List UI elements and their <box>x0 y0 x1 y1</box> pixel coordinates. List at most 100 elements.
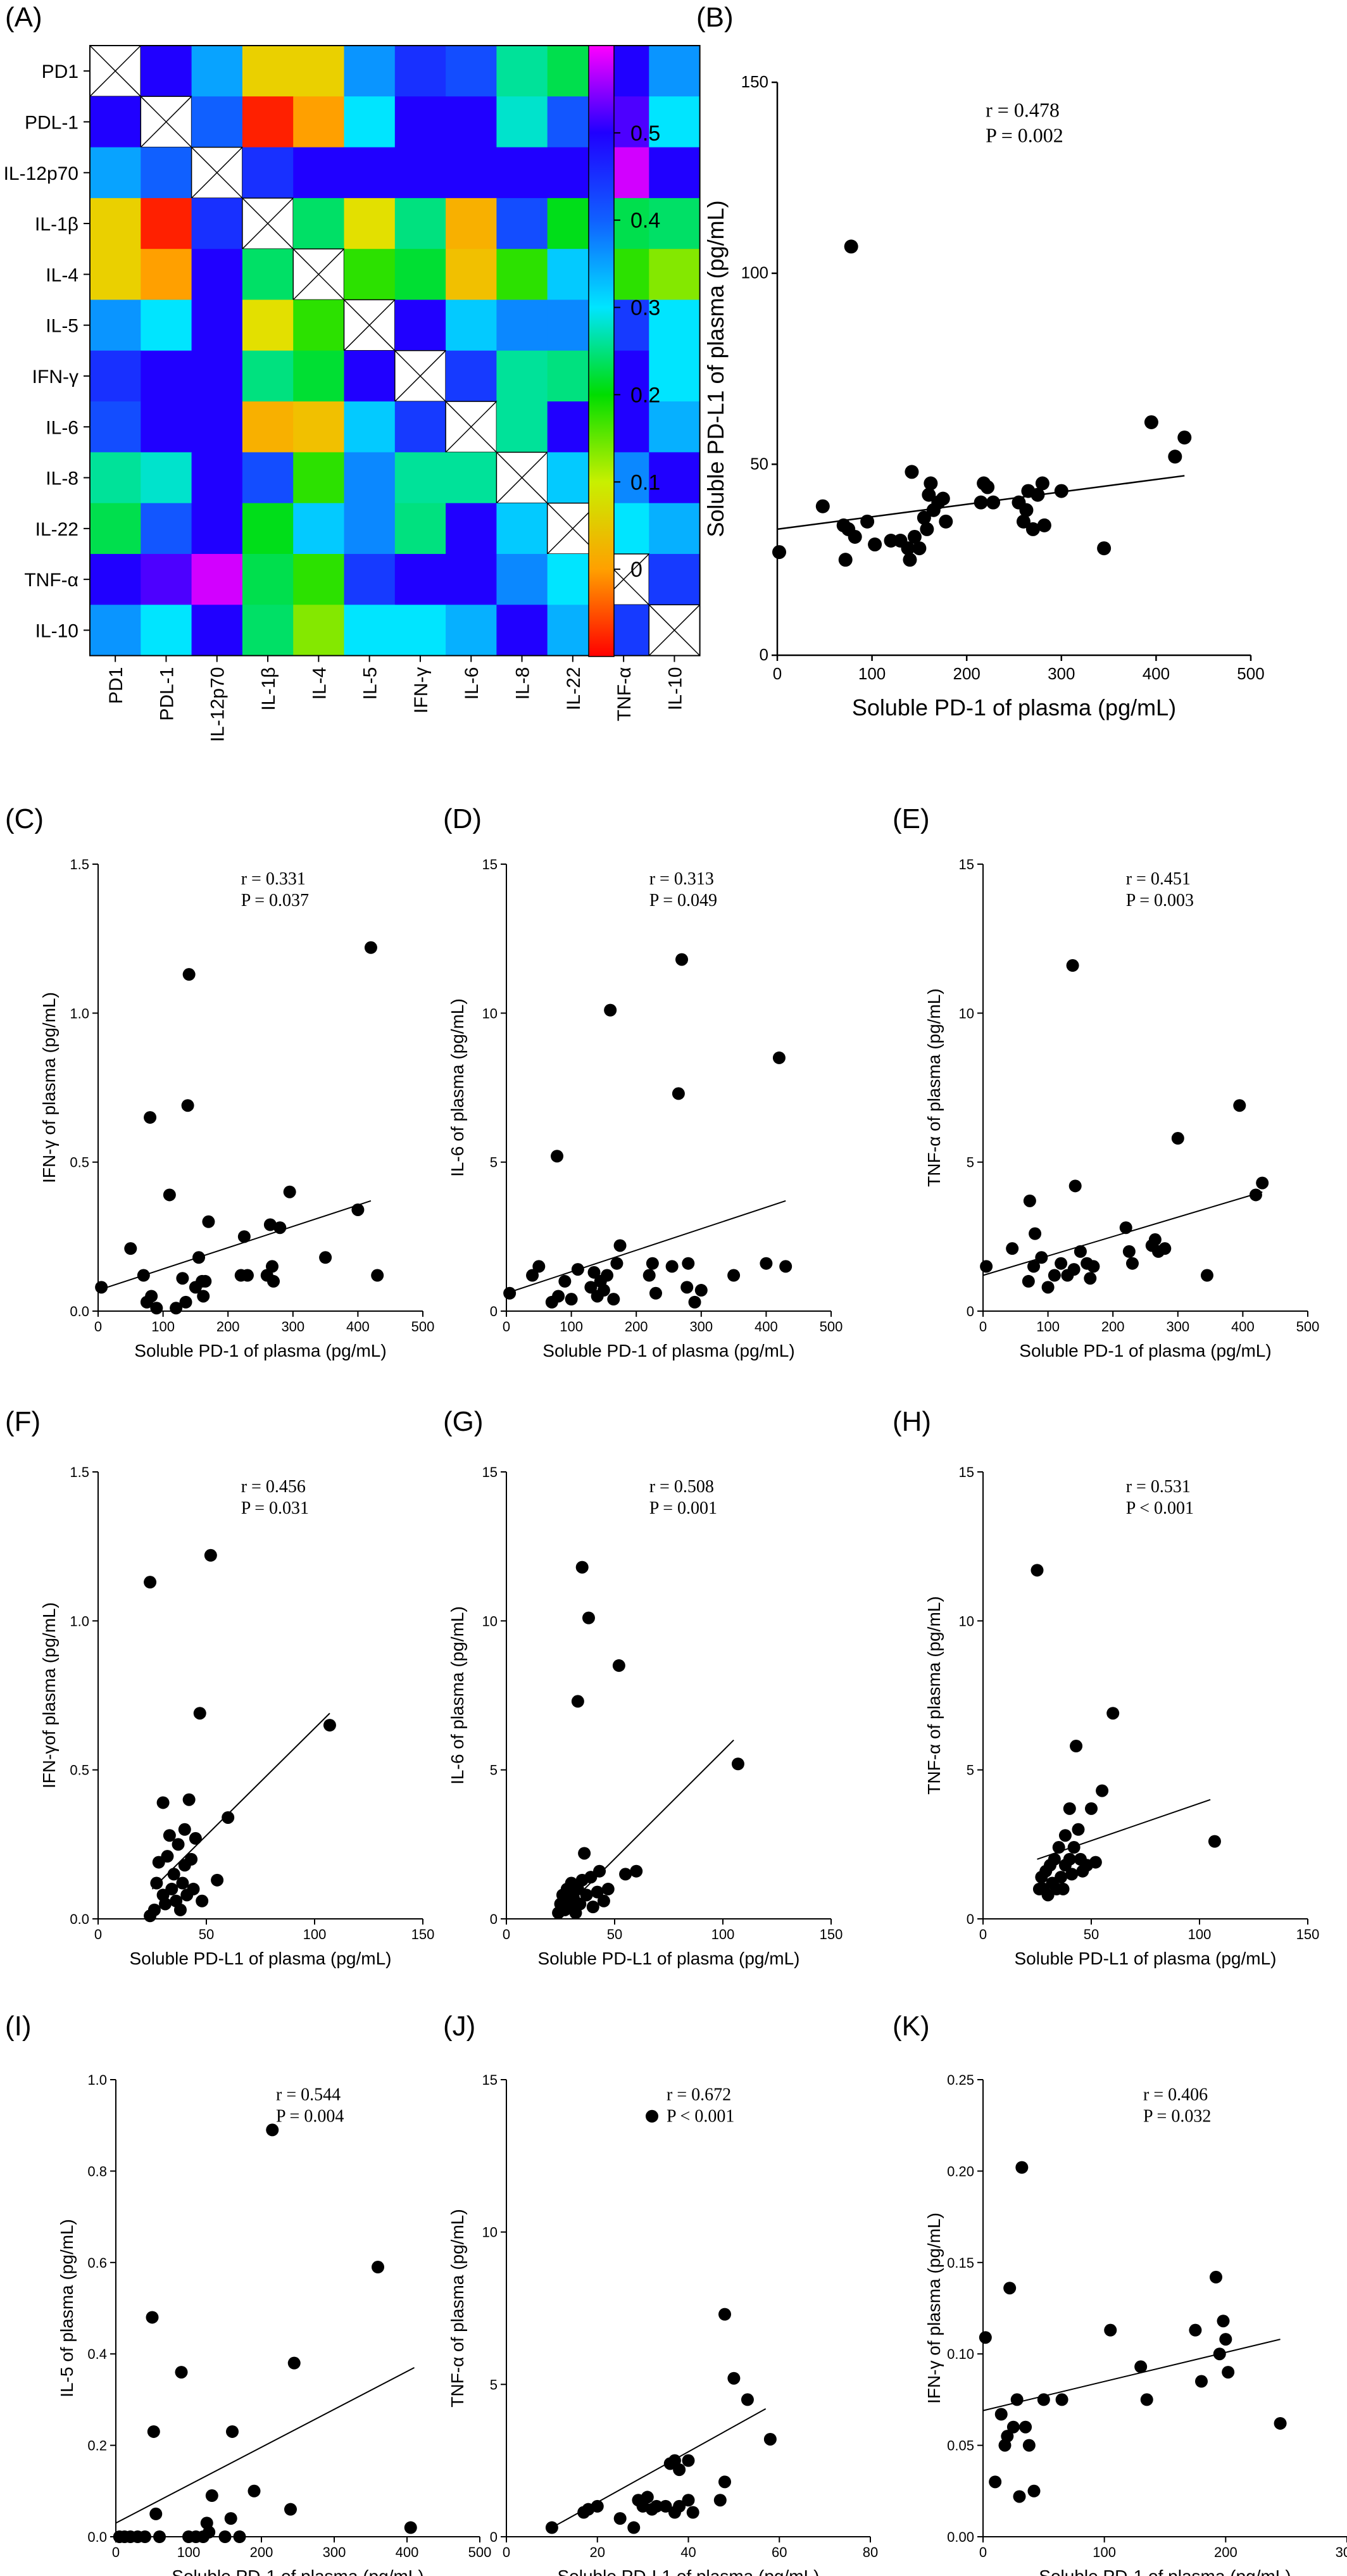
data-point <box>233 2530 246 2543</box>
heatmap-cell <box>191 401 243 453</box>
data-point <box>1200 1269 1213 1282</box>
data-point <box>1106 1707 1120 1720</box>
data-point <box>144 1111 157 1124</box>
data-point <box>124 1242 137 1255</box>
data-point <box>182 968 196 981</box>
data-point <box>551 1150 564 1163</box>
heatmap-cell <box>496 147 548 199</box>
heatmap-cell <box>496 249 548 300</box>
data-point <box>924 476 938 491</box>
x-tick-label: 0 <box>112 2544 120 2560</box>
diagonal-cross-line <box>140 96 192 148</box>
data-point <box>575 1561 589 1574</box>
data-point <box>558 1274 572 1288</box>
heatmap-cell <box>649 198 701 249</box>
data-point <box>156 1796 170 1809</box>
heatmap-cell <box>394 249 446 300</box>
stat-p: P = 0.003 <box>1126 891 1194 910</box>
heatmap-cell <box>394 401 446 453</box>
heatmap-cell <box>90 249 141 300</box>
heatmap-cell <box>446 96 497 148</box>
x-tick-label: 0 <box>94 1926 102 1942</box>
heatmap-cell <box>649 503 701 555</box>
colorbar-tick-label: 0.1 <box>630 470 660 494</box>
data-point <box>901 541 915 556</box>
heatmap-cell <box>242 605 294 657</box>
x-tick-label: 100 <box>858 664 886 683</box>
data-point <box>532 1260 546 1273</box>
heatmap-cell <box>394 554 446 605</box>
x-tick-label: 100 <box>1188 1926 1212 1942</box>
data-point <box>552 1290 565 1303</box>
heatmap-col-label: IL-1β <box>258 667 279 711</box>
regression-line <box>151 1712 330 1890</box>
panel-label: (H) <box>893 1406 931 1437</box>
data-point <box>612 1659 625 1672</box>
data-point <box>1104 2323 1117 2337</box>
data-point <box>1055 1257 1068 1270</box>
data-point <box>578 1847 591 1860</box>
y-tick-label: 1.5 <box>70 1464 89 1480</box>
heatmap-row-label: PDL-1 <box>25 112 78 133</box>
stat-r: r = 0.478 <box>986 98 1060 121</box>
heatmap-cell <box>90 147 141 199</box>
data-point <box>146 2311 159 2324</box>
data-point <box>974 495 988 510</box>
x-tick-label: 0 <box>94 1319 102 1335</box>
y-tick-label: 5 <box>490 1155 498 1171</box>
heatmap-cell <box>141 554 192 605</box>
y-axis-title: IL-5 of plasma (pg/mL) <box>57 2219 77 2397</box>
x-tick-label: 300 <box>1336 2544 1347 2560</box>
x-tick-label: 200 <box>1101 1319 1125 1335</box>
heatmap-col-label: IL-10 <box>665 667 686 710</box>
x-tick-label: 0 <box>503 1319 510 1335</box>
data-point <box>627 2521 641 2534</box>
heatmap-cell <box>344 401 396 453</box>
scatter-panel-b: (B) 0 50 100 150 0 100 200 300 400 500 Soluble PD-1… <box>696 2 1265 720</box>
data-point <box>1072 1823 1085 1836</box>
data-point <box>989 2475 1002 2489</box>
data-point <box>586 1901 599 1914</box>
heatmap-cell <box>141 350 192 402</box>
data-point <box>1222 2366 1235 2379</box>
heatmap-cell <box>141 401 192 453</box>
heatmap-cell <box>90 96 141 148</box>
data-point <box>986 495 1001 510</box>
data-point <box>196 1894 209 1907</box>
data-point <box>1010 2393 1024 2406</box>
data-point <box>565 1293 578 1306</box>
x-axis-title: Soluble PD-L1 of plasma (pg/mL) <box>130 1949 392 1968</box>
data-point <box>237 1230 251 1243</box>
panel-label: (K) <box>893 2011 930 2042</box>
x-tick-label: 300 <box>1048 664 1075 683</box>
y-tick-label: 0.2 <box>87 2438 107 2454</box>
data-point <box>659 2499 672 2513</box>
data-point <box>713 2494 727 2507</box>
y-tick-label: 0.0 <box>70 1304 89 1319</box>
data-point <box>682 1257 695 1270</box>
regression-line <box>506 1200 786 1294</box>
data-point <box>682 2454 695 2467</box>
data-point <box>1031 487 1045 502</box>
x-tick-label: 80 <box>863 2544 878 2560</box>
x-tick-label: 200 <box>1214 2544 1237 2560</box>
heatmap-cell <box>141 299 192 351</box>
data-point <box>980 480 995 494</box>
stat-r: r = 0.406 <box>1143 2085 1208 2104</box>
y-tick-label: 5 <box>967 1762 974 1778</box>
heatmap-cell <box>649 46 701 97</box>
heatmap-cell <box>242 96 294 148</box>
y-tick-label: 50 <box>750 454 768 473</box>
heatmap-cell <box>649 249 701 300</box>
y-tick-label: 10 <box>482 2225 498 2240</box>
data-point <box>283 1185 296 1198</box>
data-point <box>163 1188 176 1202</box>
data-point <box>1089 1856 1102 1869</box>
data-point <box>848 529 862 544</box>
panel-label: (A) <box>5 2 42 33</box>
data-point <box>1177 430 1192 445</box>
data-point <box>718 2308 731 2321</box>
heatmap-cell <box>496 96 548 148</box>
panel-label: (C) <box>5 803 44 834</box>
heatmap-col-label: IFN-γ <box>411 667 432 713</box>
